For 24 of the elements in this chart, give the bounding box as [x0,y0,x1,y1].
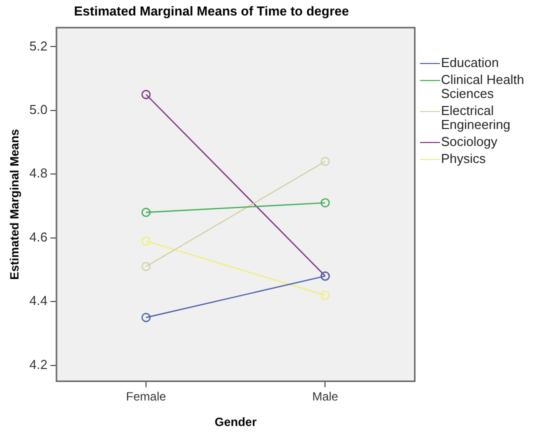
y-tick-label: 4.2 [29,356,48,372]
point [320,156,330,166]
chart-title: Estimated Marginal Means of Time to degree [74,3,349,18]
point [141,236,151,246]
legend-label: Sociology [441,134,498,149]
point [141,90,151,100]
x-tick-label: Female [126,390,166,404]
legend-label: Physics [441,151,486,166]
point [141,262,151,272]
y-tick-label: 4.6 [29,229,48,244]
point [141,312,151,322]
x-axis-title: Gender [214,415,257,430]
point [320,198,330,208]
y-tick-label: 4.8 [29,166,48,181]
y-tick-label: 5.0 [29,102,48,118]
y-tick-label: 4.4 [29,293,48,308]
point [320,290,330,300]
legend-label: Education [441,55,499,70]
x-tick-label: Male [312,390,339,404]
y-axis-title: Estimated Marginal Means [8,128,22,280]
legend-label: Electrical Engineering [441,103,512,132]
point [141,208,151,217]
legend-label: Clinical Health Sciences [441,72,526,101]
y-tick-label: 5.2 [29,38,48,54]
